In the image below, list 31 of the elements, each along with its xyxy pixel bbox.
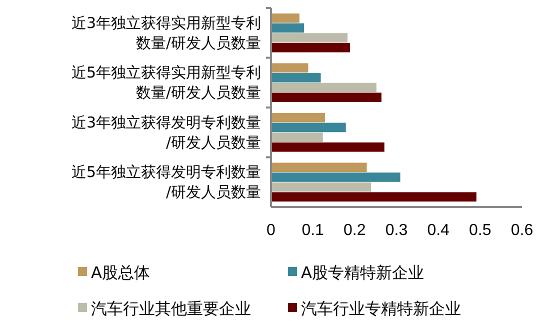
legend-label: 汽车行业专精特新企业 <box>301 299 461 318</box>
bar <box>271 92 382 102</box>
x-tick-label: 0 <box>266 222 276 239</box>
bar <box>271 172 400 182</box>
legend-label: A股专精特新企业 <box>301 263 424 282</box>
y-tick-label: 近3年独立获得发明专利数量/研发人员数量 <box>71 113 261 152</box>
bar <box>271 42 350 52</box>
bar <box>271 73 321 82</box>
x-tick-label: 0.5 <box>469 222 492 239</box>
x-tick-label: 0.3 <box>385 222 408 239</box>
bar <box>271 23 304 33</box>
x-tick-label: 0.6 <box>510 222 534 239</box>
y-tick-label: 近3年独立获得实用新型专利数量/研发人员数量 <box>71 14 261 52</box>
bar <box>271 112 325 122</box>
bar <box>271 13 300 23</box>
bar <box>271 182 371 192</box>
bar <box>271 63 308 73</box>
legend-label: A股总体 <box>91 263 150 282</box>
bar <box>271 122 346 132</box>
bar <box>271 192 476 202</box>
bar <box>271 82 376 92</box>
bar <box>271 142 384 152</box>
x-tick-label: 0.4 <box>427 222 450 239</box>
bar <box>271 162 367 172</box>
x-tick-label: 0.2 <box>344 222 366 239</box>
y-tick-label: 近5年独立获得发明专利数量/研发人员数量 <box>71 163 261 202</box>
x-tick-label: 0.1 <box>302 222 324 239</box>
bar <box>271 132 323 142</box>
legend-label: 汽车行业其他重要企业 <box>91 299 251 318</box>
bar <box>271 33 348 42</box>
y-tick-label: 近5年独立获得实用新型专利数量/研发人员数量 <box>71 64 261 102</box>
